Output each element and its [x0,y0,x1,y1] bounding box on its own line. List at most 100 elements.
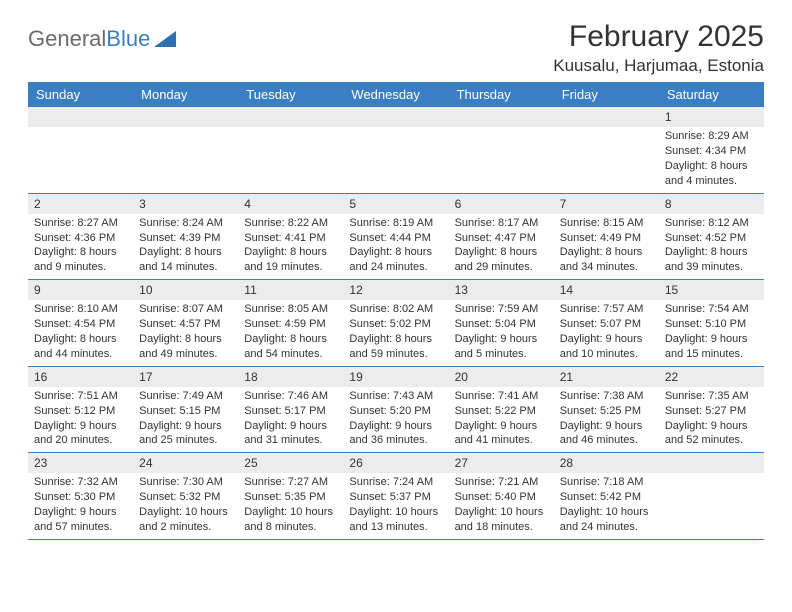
day-number: 11 [238,280,343,300]
day-details: Sunrise: 7:41 AMSunset: 5:22 PMDaylight:… [449,387,554,452]
day-day2: and 24 minutes. [560,520,653,535]
day-day2: and 9 minutes. [34,260,127,275]
day-cell [28,107,133,193]
day-sunrise: Sunrise: 7:51 AM [34,389,127,404]
day-cell: 18Sunrise: 7:46 AMSunset: 5:17 PMDayligh… [238,367,343,453]
day-number: 2 [28,194,133,214]
day-cell: 2Sunrise: 8:27 AMSunset: 4:36 PMDaylight… [28,194,133,280]
day-sunset: Sunset: 5:35 PM [244,490,337,505]
day-cell: 15Sunrise: 7:54 AMSunset: 5:10 PMDayligh… [659,280,764,366]
day-details: Sunrise: 7:43 AMSunset: 5:20 PMDaylight:… [343,387,448,452]
day-details: Sunrise: 7:21 AMSunset: 5:40 PMDaylight:… [449,473,554,538]
day-sunset: Sunset: 5:10 PM [665,317,758,332]
day-cell: 7Sunrise: 8:15 AMSunset: 4:49 PMDaylight… [554,194,659,280]
day-day2: and 59 minutes. [349,347,442,362]
day-details: Sunrise: 7:18 AMSunset: 5:42 PMDaylight:… [554,473,659,538]
day-sunset: Sunset: 5:32 PM [139,490,232,505]
day-details: Sunrise: 8:27 AMSunset: 4:36 PMDaylight:… [28,214,133,279]
day-day1: Daylight: 8 hours [139,332,232,347]
day-number: 10 [133,280,238,300]
day-sunrise: Sunrise: 8:12 AM [665,216,758,231]
day-day1: Daylight: 10 hours [139,505,232,520]
day-header: Wednesday [343,82,448,107]
day-day1: Daylight: 8 hours [665,245,758,260]
day-sunrise: Sunrise: 8:17 AM [455,216,548,231]
day-day1: Daylight: 10 hours [349,505,442,520]
day-sunset: Sunset: 4:49 PM [560,231,653,246]
day-day2: and 2 minutes. [139,520,232,535]
day-sunset: Sunset: 5:17 PM [244,404,337,419]
day-details: Sunrise: 8:15 AMSunset: 4:49 PMDaylight:… [554,214,659,279]
logo-triangle-icon [154,31,176,47]
day-cell: 3Sunrise: 8:24 AMSunset: 4:39 PMDaylight… [133,194,238,280]
day-day2: and 5 minutes. [455,347,548,362]
day-day1: Daylight: 8 hours [34,332,127,347]
day-sunset: Sunset: 5:37 PM [349,490,442,505]
day-day2: and 29 minutes. [455,260,548,275]
day-day2: and 54 minutes. [244,347,337,362]
day-sunrise: Sunrise: 7:24 AM [349,475,442,490]
day-details: Sunrise: 8:10 AMSunset: 4:54 PMDaylight:… [28,300,133,365]
day-number: 27 [449,453,554,473]
day-day1: Daylight: 8 hours [139,245,232,260]
day-cell: 9Sunrise: 8:10 AMSunset: 4:54 PMDaylight… [28,280,133,366]
day-details: Sunrise: 8:05 AMSunset: 4:59 PMDaylight:… [238,300,343,365]
calendar-header-row: SundayMondayTuesdayWednesdayThursdayFrid… [28,82,764,107]
day-sunset: Sunset: 4:44 PM [349,231,442,246]
day-cell: 19Sunrise: 7:43 AMSunset: 5:20 PMDayligh… [343,367,448,453]
day-cell: 5Sunrise: 8:19 AMSunset: 4:44 PMDaylight… [343,194,448,280]
day-number: 15 [659,280,764,300]
day-cell: 6Sunrise: 8:17 AMSunset: 4:47 PMDaylight… [449,194,554,280]
day-cell: 16Sunrise: 7:51 AMSunset: 5:12 PMDayligh… [28,367,133,453]
day-number: 12 [343,280,448,300]
day-number: 14 [554,280,659,300]
day-sunrise: Sunrise: 8:10 AM [34,302,127,317]
day-day2: and 41 minutes. [455,433,548,448]
day-details: Sunrise: 7:27 AMSunset: 5:35 PMDaylight:… [238,473,343,538]
day-sunrise: Sunrise: 7:35 AM [665,389,758,404]
day-sunset: Sunset: 5:12 PM [34,404,127,419]
day-sunrise: Sunrise: 7:32 AM [34,475,127,490]
day-sunset: Sunset: 4:52 PM [665,231,758,246]
day-cell: 26Sunrise: 7:24 AMSunset: 5:37 PMDayligh… [343,453,448,539]
day-day2: and 25 minutes. [139,433,232,448]
week-row: 1Sunrise: 8:29 AMSunset: 4:34 PMDaylight… [28,107,764,193]
day-day1: Daylight: 8 hours [244,332,337,347]
day-day2: and 13 minutes. [349,520,442,535]
day-details: Sunrise: 8:17 AMSunset: 4:47 PMDaylight:… [449,214,554,279]
day-details: Sunrise: 7:38 AMSunset: 5:25 PMDaylight:… [554,387,659,452]
day-cell: 25Sunrise: 7:27 AMSunset: 5:35 PMDayligh… [238,453,343,539]
day-number: 5 [343,194,448,214]
day-cell [659,453,764,539]
day-header: Monday [133,82,238,107]
day-sunset: Sunset: 4:57 PM [139,317,232,332]
day-number: 4 [238,194,343,214]
day-day2: and 49 minutes. [139,347,232,362]
day-day2: and 24 minutes. [349,260,442,275]
day-sunset: Sunset: 4:36 PM [34,231,127,246]
day-day1: Daylight: 8 hours [455,245,548,260]
day-sunrise: Sunrise: 8:02 AM [349,302,442,317]
day-cell [554,107,659,193]
calendar-body: 1Sunrise: 8:29 AMSunset: 4:34 PMDaylight… [28,107,764,540]
day-sunrise: Sunrise: 8:15 AM [560,216,653,231]
day-details: Sunrise: 7:51 AMSunset: 5:12 PMDaylight:… [28,387,133,452]
day-day2: and 18 minutes. [455,520,548,535]
day-number [554,107,659,127]
day-day1: Daylight: 8 hours [244,245,337,260]
day-header: Friday [554,82,659,107]
day-day2: and 39 minutes. [665,260,758,275]
day-details: Sunrise: 8:12 AMSunset: 4:52 PMDaylight:… [659,214,764,279]
day-day1: Daylight: 8 hours [560,245,653,260]
day-number: 6 [449,194,554,214]
day-sunrise: Sunrise: 8:22 AM [244,216,337,231]
day-sunrise: Sunrise: 8:24 AM [139,216,232,231]
day-cell: 8Sunrise: 8:12 AMSunset: 4:52 PMDaylight… [659,194,764,280]
day-number [343,107,448,127]
day-day1: Daylight: 8 hours [665,159,758,174]
day-day1: Daylight: 9 hours [455,332,548,347]
day-day1: Daylight: 9 hours [34,419,127,434]
day-number [238,107,343,127]
day-day2: and 31 minutes. [244,433,337,448]
day-day2: and 46 minutes. [560,433,653,448]
